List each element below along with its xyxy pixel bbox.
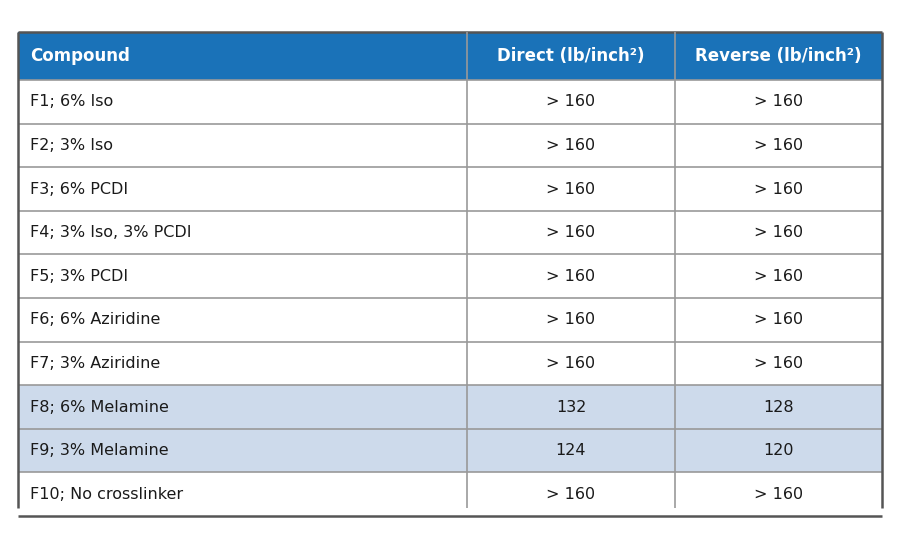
Text: F5; 3% PCDI: F5; 3% PCDI	[30, 269, 128, 284]
Bar	[467, 80, 675, 124]
Text: F6; 6% Aziridine: F6; 6% Aziridine	[30, 312, 160, 327]
Bar	[675, 124, 882, 167]
Bar	[18, 80, 467, 124]
Text: F4; 3% Iso, 3% PCDI: F4; 3% Iso, 3% PCDI	[30, 225, 192, 240]
Text: > 160: > 160	[546, 182, 596, 196]
Text: > 160: > 160	[754, 269, 803, 284]
Text: > 160: > 160	[754, 487, 803, 502]
Text: > 160: > 160	[754, 182, 803, 196]
Bar	[18, 298, 467, 342]
Bar	[467, 32, 675, 80]
Bar	[18, 429, 467, 472]
Bar	[675, 298, 882, 342]
Bar	[18, 385, 467, 429]
Text: > 160: > 160	[546, 138, 596, 153]
Bar	[467, 255, 675, 298]
Text: > 160: > 160	[754, 356, 803, 371]
Text: Reverse (lb/inch²): Reverse (lb/inch²)	[695, 47, 861, 65]
Bar	[675, 255, 882, 298]
Bar	[675, 472, 882, 516]
Bar	[18, 32, 467, 80]
Text: F8; 6% Melamine: F8; 6% Melamine	[30, 399, 169, 415]
Text: Compound: Compound	[30, 47, 130, 65]
Bar	[467, 298, 675, 342]
Bar	[467, 342, 675, 385]
Bar	[467, 124, 675, 167]
Bar	[467, 472, 675, 516]
Text: > 160: > 160	[546, 94, 596, 109]
Bar	[675, 385, 882, 429]
Text: F7; 3% Aziridine: F7; 3% Aziridine	[30, 356, 160, 371]
Text: F9; 3% Melamine: F9; 3% Melamine	[30, 443, 168, 458]
Bar	[18, 472, 467, 516]
Text: F1; 6% Iso: F1; 6% Iso	[30, 94, 113, 109]
Bar	[675, 80, 882, 124]
Bar	[675, 32, 882, 80]
Bar	[18, 255, 467, 298]
Text: 128: 128	[763, 399, 794, 415]
Bar	[467, 429, 675, 472]
Text: 132: 132	[556, 399, 586, 415]
Bar	[675, 211, 882, 255]
Text: Direct (lb/inch²): Direct (lb/inch²)	[497, 47, 644, 65]
Text: > 160: > 160	[546, 487, 596, 502]
Text: > 160: > 160	[754, 225, 803, 240]
Text: > 160: > 160	[546, 269, 596, 284]
Text: F10; No crosslinker: F10; No crosslinker	[30, 487, 183, 502]
Text: F3; 6% PCDI: F3; 6% PCDI	[30, 182, 128, 196]
Text: > 160: > 160	[546, 312, 596, 327]
Text: > 160: > 160	[546, 356, 596, 371]
Bar	[675, 167, 882, 211]
Bar	[18, 167, 467, 211]
Text: > 160: > 160	[754, 94, 803, 109]
Bar	[675, 429, 882, 472]
Text: > 160: > 160	[754, 138, 803, 153]
Text: 124: 124	[555, 443, 586, 458]
Bar	[18, 211, 467, 255]
Bar	[467, 385, 675, 429]
Text: 120: 120	[763, 443, 794, 458]
Bar	[18, 124, 467, 167]
Text: F2; 3% Iso: F2; 3% Iso	[30, 138, 113, 153]
Bar	[18, 342, 467, 385]
Text: > 160: > 160	[754, 312, 803, 327]
Text: > 160: > 160	[546, 225, 596, 240]
Bar	[675, 342, 882, 385]
Bar	[467, 167, 675, 211]
Bar	[467, 211, 675, 255]
